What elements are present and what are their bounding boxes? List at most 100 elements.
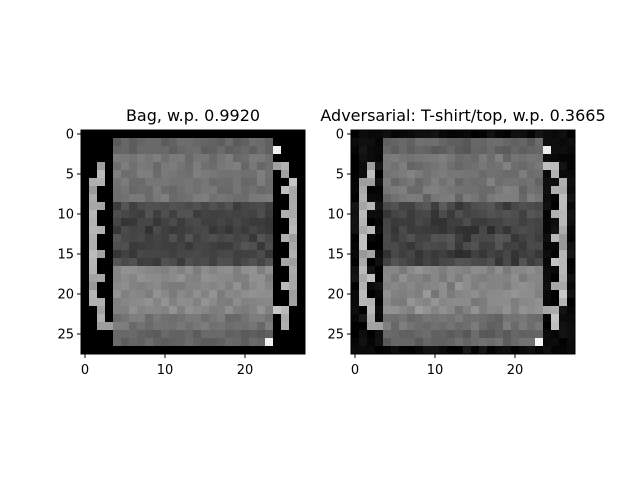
heatmap-cell — [273, 338, 281, 346]
heatmap-cell — [297, 170, 305, 178]
heatmap-cell — [169, 186, 177, 194]
heatmap-cell — [281, 210, 289, 218]
heatmap-cell — [487, 274, 495, 282]
heatmap-cell — [185, 266, 193, 274]
heatmap-cell — [471, 162, 479, 170]
heatmap-cell — [241, 306, 249, 314]
heatmap-cell — [471, 266, 479, 274]
heatmap-cell — [511, 322, 519, 330]
heatmap-cell — [209, 282, 217, 290]
heatmap-cell — [447, 146, 455, 154]
heatmap-cell — [351, 234, 359, 242]
heatmap-cell — [241, 178, 249, 186]
heatmap-cell — [289, 146, 297, 154]
heatmap-cell — [351, 274, 359, 282]
heatmap-cell — [399, 234, 407, 242]
heatmap-cell — [551, 170, 559, 178]
heatmap-cell — [479, 154, 487, 162]
heatmap-cell — [161, 266, 169, 274]
heatmap-cell — [399, 226, 407, 234]
heatmap-cell — [89, 282, 97, 290]
heatmap-cell — [241, 290, 249, 298]
heatmap-cell — [407, 266, 415, 274]
heatmap-cell — [281, 250, 289, 258]
heatmap-cell — [201, 282, 209, 290]
heatmap-cell — [359, 338, 367, 346]
heatmap-cell — [209, 130, 217, 138]
heatmap-cell — [383, 330, 391, 338]
heatmap-cell — [431, 306, 439, 314]
heatmap-cell — [471, 274, 479, 282]
heatmap-cell — [431, 250, 439, 258]
heatmap-cell — [407, 210, 415, 218]
heatmap-cell — [153, 330, 161, 338]
heatmap-cell — [177, 170, 185, 178]
heatmap-cell — [503, 210, 511, 218]
heatmap-cell — [495, 186, 503, 194]
heatmap-cell — [113, 130, 121, 138]
heatmap-cell — [351, 306, 359, 314]
heatmap-cell — [225, 162, 233, 170]
heatmap-cell — [105, 178, 113, 186]
heatmap-cell — [495, 346, 503, 354]
heatmap-cell — [407, 234, 415, 242]
heatmap-cell — [431, 194, 439, 202]
heatmap-cell — [527, 250, 535, 258]
heatmap-cell — [455, 138, 463, 146]
heatmap-cell — [193, 290, 201, 298]
heatmap-cell — [407, 138, 415, 146]
heatmap-cell — [463, 250, 471, 258]
heatmap-cell — [519, 162, 527, 170]
heatmap-cell — [567, 338, 575, 346]
heatmap-cell — [105, 138, 113, 146]
heatmap-cell — [81, 250, 89, 258]
heatmap-cell — [89, 162, 97, 170]
heatmap-cell — [81, 146, 89, 154]
heatmap-cell — [153, 146, 161, 154]
heatmap-cell — [535, 194, 543, 202]
heatmap-cell — [487, 266, 495, 274]
heatmap-cell — [519, 258, 527, 266]
heatmap-cell — [487, 242, 495, 250]
heatmap-cell — [113, 266, 121, 274]
heatmap-cell — [121, 306, 129, 314]
heatmap-cell — [423, 314, 431, 322]
heatmap-cell — [471, 186, 479, 194]
heatmap-cell — [455, 226, 463, 234]
heatmap-cell — [407, 274, 415, 282]
heatmap-cell — [455, 282, 463, 290]
heatmap-cell — [503, 346, 511, 354]
heatmap-cell — [519, 178, 527, 186]
heatmap-cell — [137, 322, 145, 330]
heatmap-cell — [503, 178, 511, 186]
heatmap-cell — [487, 138, 495, 146]
heatmap-cell — [399, 322, 407, 330]
heatmap-cell — [463, 258, 471, 266]
heatmap-cell — [407, 290, 415, 298]
heatmap-cell — [169, 242, 177, 250]
heatmap-cell — [511, 274, 519, 282]
heatmap-cell — [351, 202, 359, 210]
heatmap-cell — [479, 234, 487, 242]
heatmap-cell — [503, 258, 511, 266]
heatmap-cell — [471, 178, 479, 186]
heatmap-cell — [145, 178, 153, 186]
heatmap-cell — [431, 226, 439, 234]
heatmap-cell — [201, 266, 209, 274]
heatmap-cell — [249, 242, 257, 250]
heatmap-cell — [265, 210, 273, 218]
heatmap-cell — [177, 290, 185, 298]
heatmap-cell — [423, 170, 431, 178]
heatmap-cell — [447, 346, 455, 354]
heatmap-cell — [241, 202, 249, 210]
heatmap-cell — [447, 154, 455, 162]
heatmap-cell — [527, 226, 535, 234]
heatmap-cell — [391, 306, 399, 314]
heatmap-cell — [527, 322, 535, 330]
heatmap-cell — [535, 298, 543, 306]
heatmap-cell — [535, 282, 543, 290]
heatmap-cell — [105, 154, 113, 162]
heatmap-cell — [431, 266, 439, 274]
heatmap-cell — [479, 274, 487, 282]
heatmap-cell — [535, 218, 543, 226]
